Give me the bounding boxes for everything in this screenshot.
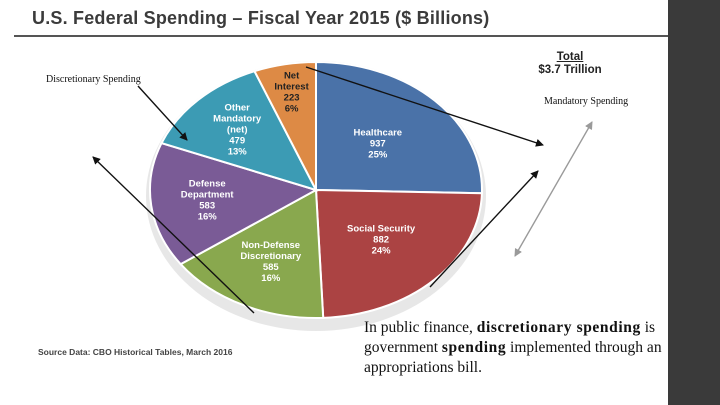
slice-label-line: 13%: [228, 147, 248, 158]
side-bar: [668, 0, 720, 405]
slice-label-line: Discretionary: [240, 251, 301, 262]
total-label: Total $3.7 Trillion: [527, 51, 613, 77]
slice-label-line: (net): [227, 125, 248, 136]
slice-label-line: Social Security: [347, 223, 416, 234]
slice-label-line: 583: [199, 201, 215, 212]
definition-part1: In public finance,: [364, 319, 477, 336]
slice-label-other-mandatory-net: Other Mandatory (net) 479 13%: [213, 103, 262, 158]
definition-part2: is government: [364, 319, 656, 356]
title-rule: [14, 35, 668, 37]
slice-label-line: 882: [373, 234, 389, 245]
pie-slice-social-security: [314, 188, 483, 319]
slice-label-line: Department: [181, 190, 235, 201]
slice-label-line: 6%: [285, 104, 299, 115]
slice-label-line: 24%: [372, 245, 392, 256]
slice-label-line: Mandatory: [213, 114, 262, 125]
slice-label-line: 585: [263, 262, 280, 273]
definition-part3: implemented through an appropriations bi…: [364, 339, 662, 376]
discretionary-callout: Discretionary Spending: [46, 74, 141, 85]
slice-label-line: Interest: [274, 82, 309, 93]
slice-label-line: 25%: [368, 150, 388, 161]
total-value: $3.7 Trillion: [538, 64, 602, 76]
slice-label-line: Net: [284, 71, 300, 82]
slice-label-line: 16%: [198, 212, 218, 223]
total-heading: Total: [556, 51, 584, 63]
slice-label-line: Other: [225, 103, 251, 114]
slice-label-line: 479: [229, 136, 245, 147]
definition-bold2: spending: [441, 339, 507, 356]
definition-bold1: discretionary spending: [476, 319, 641, 336]
slice-label-line: Healthcare: [354, 128, 403, 139]
slice-label-net-interest: Net Interest 223 6%: [274, 71, 309, 115]
slice-label-line: 16%: [261, 273, 281, 284]
slice-label-line: 223: [284, 93, 300, 104]
slice-label-line: Non-Defense: [242, 240, 301, 251]
chart-title: U.S. Federal Spending – Fiscal Year 2015…: [32, 8, 490, 28]
pie-slice-net-interest: [253, 60, 317, 191]
slice-label-non-defense-discretionary: Non-Defense Discretionary 585 16%: [240, 240, 301, 284]
source-note: Source Data: CBO Historical Tables, Marc…: [38, 347, 233, 357]
slice-label-line: 937: [370, 139, 386, 150]
slice-label-social-security: Social Security 882 24%: [347, 223, 416, 256]
definition-text: In public finance, discretionary spendin…: [364, 318, 664, 378]
slice-label-line: Defense: [189, 179, 226, 190]
mandatory-callout: Mandatory Spending: [544, 96, 629, 107]
